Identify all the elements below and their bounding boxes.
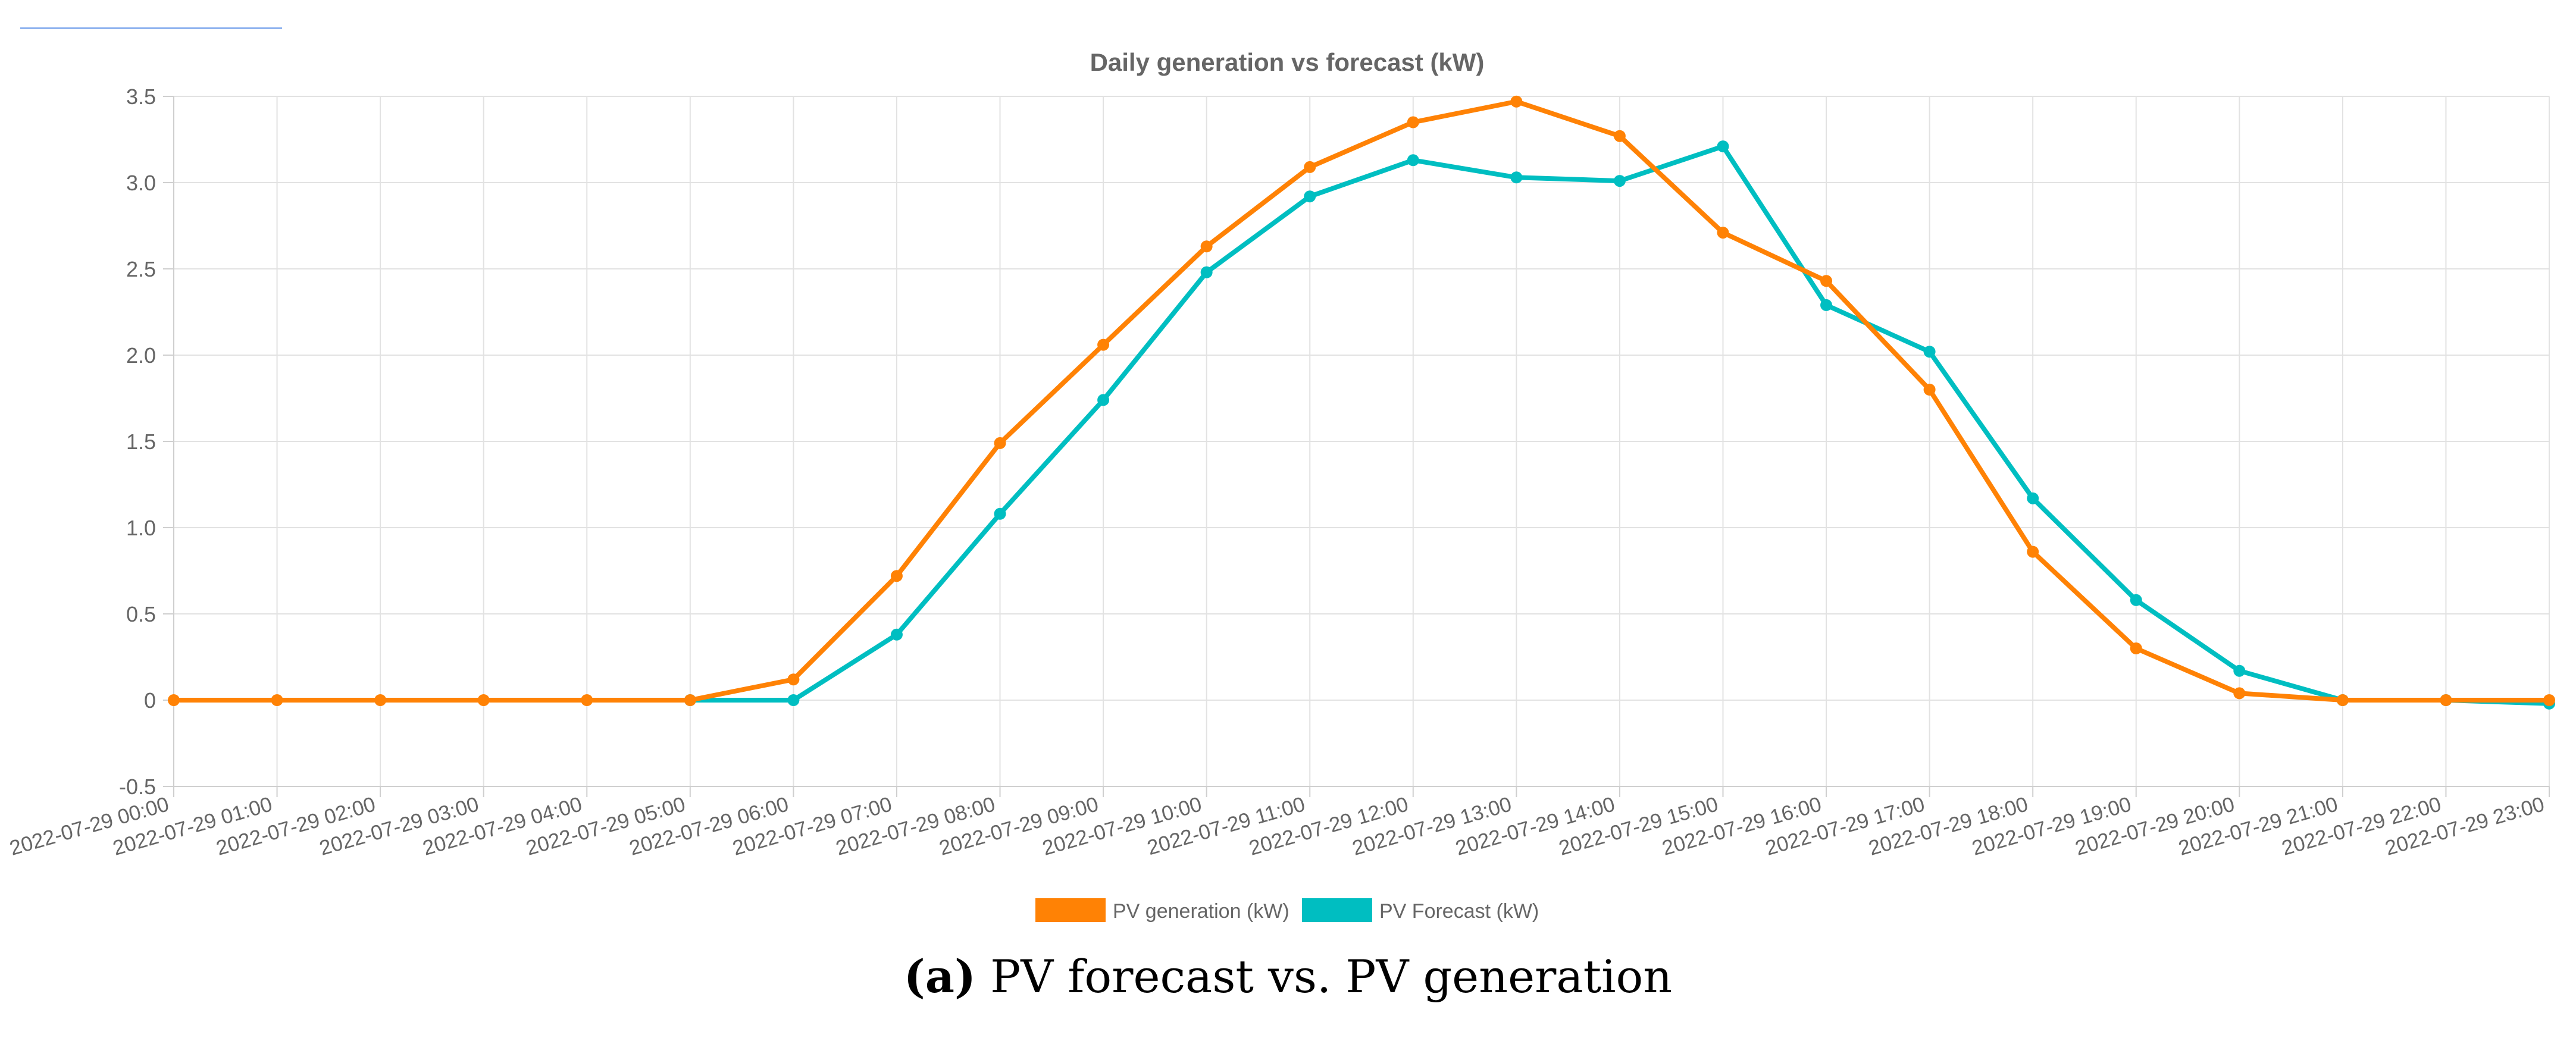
tab-underline [20, 27, 282, 29]
pv-forecast-point[interactable] [787, 694, 800, 706]
pv-forecast-point[interactable] [1097, 394, 1110, 406]
y-tick-label: 0 [144, 688, 156, 713]
pv-generation-line [171, 99, 2552, 703]
legend[interactable]: PV generation (kW) PV Forecast (kW) [1035, 898, 1539, 923]
y-tick-label: 0.5 [126, 602, 156, 626]
pv-generation-point[interactable] [1820, 275, 1833, 287]
pv-generation-point[interactable] [1613, 130, 1626, 142]
pv-generation-point[interactable] [1304, 161, 1316, 173]
y-tick-label: 3.5 [126, 84, 156, 109]
pv-generation-point[interactable] [1097, 338, 1110, 351]
pv-generation-point[interactable] [1200, 240, 1213, 253]
pv-forecast-point[interactable] [2027, 492, 2039, 504]
pv-forecast-point[interactable] [1923, 346, 1936, 358]
pv-generation-point[interactable] [994, 437, 1006, 449]
legend-label: PV Forecast (kW) [1379, 900, 1539, 923]
y-tick-label: -0.5 [119, 775, 156, 799]
legend-label: PV generation (kW) [1113, 900, 1289, 923]
caption-label: (a) [903, 950, 976, 1003]
y-axis-ticks: 3.5 3.0 2.5 2.0 1.5 1.0 0.5 0 -0.5 [119, 84, 156, 799]
grid [173, 96, 2550, 787]
pv-forecast-point[interactable] [1613, 175, 1626, 187]
pv-generation-point[interactable] [581, 694, 593, 706]
chart-title: Daily generation vs forecast (kW) [1090, 48, 1485, 76]
pv-forecast-point[interactable] [1407, 154, 1419, 167]
pv-forecast-point[interactable] [1820, 299, 1833, 311]
pv-generation-point[interactable] [2336, 694, 2349, 706]
y-tick-label: 2.5 [126, 257, 156, 281]
pv-forecast-point[interactable] [1510, 171, 1523, 184]
pv-generation-point[interactable] [684, 694, 696, 706]
pv-generation-point[interactable] [2543, 694, 2555, 706]
pv-generation-series [168, 95, 2555, 706]
pv-generation-point[interactable] [1510, 95, 1523, 108]
legend-swatch [1302, 898, 1372, 922]
pv-generation-point[interactable] [890, 570, 903, 582]
figure-caption: (a) PV forecast vs. PV generation [0, 954, 2576, 999]
series [168, 95, 2555, 710]
pv-generation-point[interactable] [787, 673, 800, 686]
caption-text: PV forecast vs. PV generation [990, 950, 1673, 1003]
pv-generation-point[interactable] [1407, 116, 1419, 128]
axes [163, 96, 2550, 797]
pv-forecast-point[interactable] [994, 507, 1006, 520]
y-tick-label: 2.0 [126, 343, 156, 368]
pv-generation-point[interactable] [374, 694, 387, 706]
pv-forecast-point[interactable] [2130, 594, 2142, 606]
pv-generation-point[interactable] [2130, 642, 2142, 654]
pv-forecast-point[interactable] [890, 628, 903, 641]
legend-swatch [1035, 898, 1106, 922]
pv-generation-point[interactable] [1717, 227, 1729, 239]
pv-generation-point[interactable] [1923, 384, 1936, 396]
y-tick-label: 3.0 [126, 171, 156, 195]
pv-generation-point[interactable] [2027, 545, 2039, 558]
y-tick-label: 1.5 [126, 429, 156, 454]
pv-forecast-point[interactable] [1200, 266, 1213, 278]
pv-forecast-point[interactable] [1304, 190, 1316, 203]
pv-forecast-point[interactable] [1717, 140, 1729, 153]
pv-forecast-point[interactable] [2233, 664, 2246, 677]
pv-generation-point[interactable] [477, 694, 490, 706]
pv-generation-point[interactable] [2233, 687, 2246, 700]
y-tick-label: 1.0 [126, 516, 156, 540]
legend-item-pv-forecast[interactable]: PV Forecast (kW) [1302, 898, 1539, 923]
legend-item-pv-generation[interactable]: PV generation (kW) [1035, 898, 1289, 923]
pv-generation-point[interactable] [168, 694, 180, 706]
pv-generation-point[interactable] [271, 694, 283, 706]
pv-generation-point[interactable] [2440, 694, 2452, 706]
